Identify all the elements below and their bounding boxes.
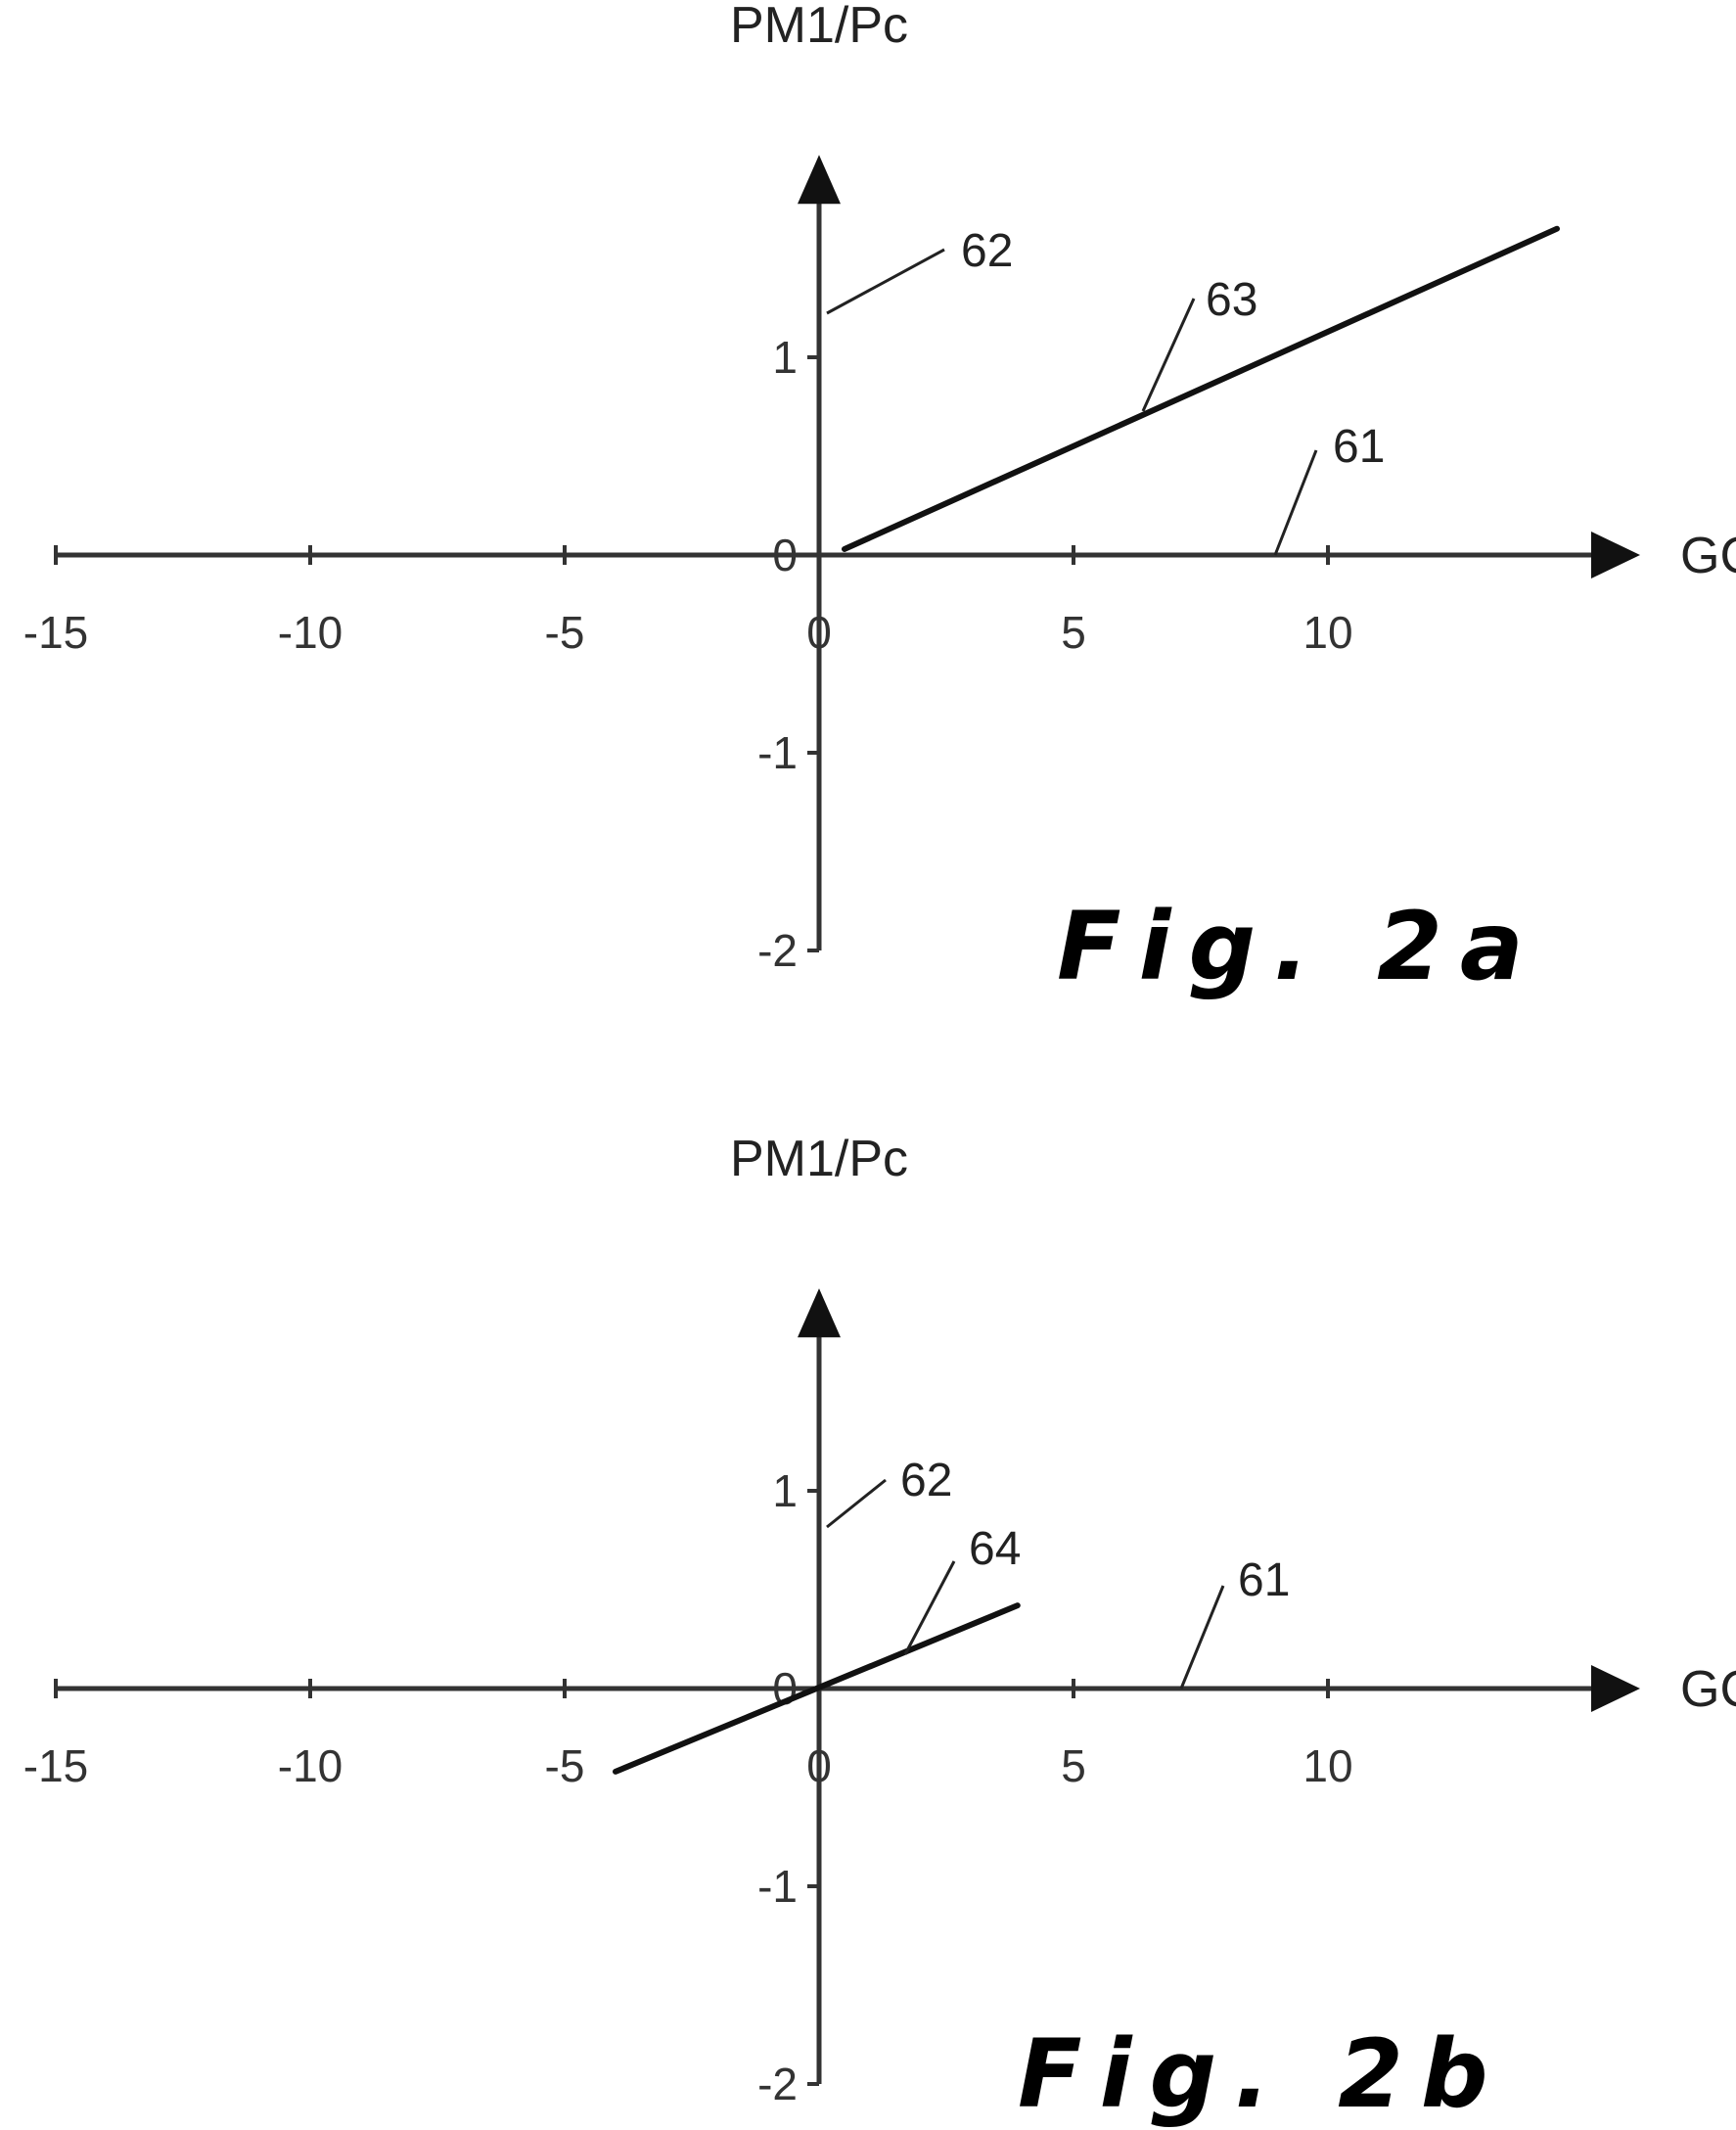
leader-line-63	[1141, 298, 1196, 412]
x-tick-label: -15	[23, 607, 88, 658]
y-tick-label: 0	[772, 530, 798, 580]
y-tick-label: -2	[757, 925, 798, 976]
x-tick-label: 10	[1302, 1740, 1352, 1791]
x-tick-label: -15	[23, 1740, 88, 1791]
figure-label: Fig. 2a	[1057, 892, 1541, 1001]
series-line-64	[613, 1602, 1021, 1775]
leader-line-62	[826, 1478, 887, 1529]
x-tick-label: -10	[278, 607, 343, 658]
y-tick-label: -1	[757, 1861, 798, 1912]
x-tick-label: 5	[1061, 1740, 1086, 1791]
x-tick-label: -5	[545, 1740, 585, 1791]
figure-label: Fig. 2b	[1018, 2019, 1506, 2129]
x-tick-label: -10	[278, 1740, 343, 1791]
y-tick-label: 1	[772, 332, 798, 383]
y-axis-label: PM1/Pc	[730, 1131, 908, 1187]
x-axis-label: GC	[1680, 528, 1736, 584]
y-axis-arrowhead	[798, 1288, 841, 1338]
reference-numeral-62: 62	[900, 1455, 952, 1506]
x-tick-label: 0	[806, 607, 832, 658]
x-tick-label: 5	[1061, 607, 1086, 658]
leader-line-61	[1273, 449, 1318, 556]
leader-line-62	[826, 248, 945, 315]
reference-numeral-62: 62	[961, 225, 1013, 277]
reference-numeral-64: 64	[969, 1523, 1021, 1575]
y-tick-label: 1	[772, 1465, 798, 1516]
y-axis-arrowhead	[798, 155, 841, 205]
reference-numeral-61: 61	[1333, 421, 1385, 473]
leader-line-64	[903, 1560, 956, 1655]
x-axis-arrowhead	[1591, 1665, 1640, 1712]
x-axis-arrowhead	[1591, 532, 1640, 579]
reference-numeral-63: 63	[1206, 274, 1257, 326]
y-tick-label: -2	[757, 2059, 798, 2109]
x-tick-label: 10	[1302, 607, 1352, 658]
leader-line-61	[1179, 1585, 1225, 1690]
series-line-63	[842, 225, 1560, 552]
reference-numeral-61: 61	[1238, 1554, 1290, 1606]
y-axis-label: PM1/Pc	[730, 0, 908, 54]
y-tick-label: -1	[757, 727, 798, 778]
x-tick-label: -5	[545, 607, 585, 658]
x-tick-label: 0	[806, 1740, 832, 1791]
x-axis-label: GC	[1680, 1661, 1736, 1718]
